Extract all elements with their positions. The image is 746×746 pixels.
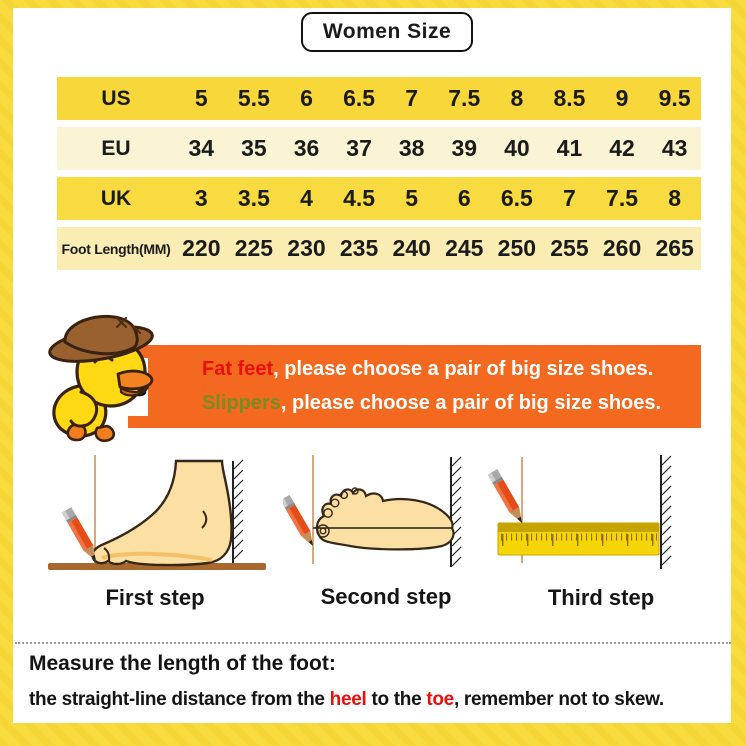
tip-line-fat-feet: Fat feet, please choose a pair of big si… (202, 352, 701, 386)
size-cell: 8.5 (553, 85, 586, 111)
foot-creases (103, 510, 208, 562)
tip-text: , please choose a pair of big size shoes… (273, 358, 654, 380)
row-label: US (101, 86, 131, 110)
size-cell: 3.5 (237, 185, 270, 211)
size-cell: 250 (497, 235, 537, 261)
size-cell: 6.5 (343, 85, 376, 111)
instruction-heading: Measure the length of the foot: (29, 652, 336, 675)
size-cell: 265 (655, 235, 694, 261)
size-cell: 230 (287, 235, 326, 261)
size-cell: 3 (194, 185, 208, 211)
size-cell: 5 (405, 185, 419, 211)
sole-shading (101, 551, 213, 562)
foot-outline-illustration (283, 455, 462, 567)
size-cell: 37 (346, 135, 372, 161)
size-cell: 41 (556, 135, 583, 161)
row-label: EU (101, 136, 131, 160)
size-cell: 34 (188, 135, 215, 161)
step-first: First step (30, 453, 280, 611)
title-badge: Women Size (301, 12, 473, 52)
step-caption: Third step (547, 585, 655, 610)
size-cell: 7.5 (606, 185, 639, 211)
size-cell: 4.5 (343, 185, 376, 211)
tip-highlight: Slippers (202, 392, 281, 414)
size-cell: 35 (241, 135, 267, 161)
size-cell: 9 (615, 85, 629, 111)
toe-highlight: toe (426, 689, 454, 710)
size-cell: 220 (182, 235, 221, 261)
size-table: US 5 5.5 6 6.5 7 7.5 8 8.5 9 9.5 EU 34 3… (57, 77, 701, 277)
tip-highlight: Fat feet (202, 358, 274, 380)
size-cell: 38 (398, 135, 425, 161)
ground-line (48, 563, 266, 570)
foot-side-measure-illustration (48, 455, 266, 570)
toe-scribbles (316, 487, 359, 538)
size-cell: 36 (293, 135, 320, 161)
size-cell: 5.5 (237, 85, 270, 111)
ruler-measure-illustration (487, 455, 672, 569)
size-row-uk: UK 3 3.5 4 4.5 5 6 6.5 7 7.5 8 (57, 177, 701, 220)
size-cell: 240 (392, 235, 431, 261)
instruction-detail: the straight-line distance from the heel… (29, 689, 733, 711)
size-row-eu: EU 34 35 36 37 38 39 40 41 42 43 (57, 127, 701, 170)
instruction-text: to the (366, 689, 427, 710)
measure-instructions: Measure the length of the foot: the stra… (29, 652, 733, 711)
size-cell: 42 (609, 135, 635, 161)
size-cell: 6 (457, 185, 471, 211)
step-second: Second step (283, 452, 489, 610)
size-cell: 245 (445, 235, 484, 261)
size-cell: 225 (234, 235, 274, 261)
row-label: UK (100, 186, 132, 210)
foot-side-shape (91, 459, 233, 567)
duck-mascot-icon (48, 314, 154, 442)
pencil-icon (487, 469, 527, 526)
size-cell: 4 (300, 185, 313, 211)
ruler-icon (497, 522, 660, 556)
wall-hatching (451, 456, 462, 567)
size-cell: 260 (602, 235, 642, 261)
size-row-us: US 5 5.5 6 6.5 7 7.5 8 8.5 9 9.5 (57, 77, 701, 120)
tip-text: , please choose a pair of big size shoes… (280, 392, 662, 414)
size-cell: 9.5 (658, 85, 691, 111)
size-cell: 235 (339, 235, 379, 261)
size-row-foot-length: Foot Length(MM) 220 225 230 235 240 245 … (57, 227, 701, 270)
step-third: Third step (475, 453, 727, 611)
size-cell: 8 (668, 185, 682, 211)
heel-highlight: heel (329, 689, 367, 710)
tips-callout: Fat feet, please choose a pair of big si… (128, 345, 701, 428)
size-cell: 40 (504, 135, 530, 161)
tip-line-slippers: Slippers, please choose a pair of big si… (202, 386, 701, 420)
instruction-text: , remember not to skew. (453, 689, 664, 710)
size-cell: 39 (451, 135, 478, 161)
wall-hatching (661, 455, 672, 566)
size-cell: 5 (194, 85, 208, 111)
step-caption: First step (105, 585, 205, 610)
size-cell: 43 (661, 135, 688, 161)
size-cell: 8 (510, 85, 524, 111)
wall-hatching (233, 459, 244, 560)
size-cell: 6 (300, 85, 313, 111)
size-cell: 7.5 (448, 85, 481, 111)
foot-outline-shape (315, 488, 455, 551)
size-cell: 6.5 (500, 185, 533, 211)
dotted-divider (15, 642, 731, 644)
row-label: Foot Length(MM) (61, 240, 171, 257)
step-caption: Second step (320, 584, 452, 609)
instruction-text: the straight-line distance from the (29, 689, 330, 710)
size-cell: 7 (405, 85, 419, 111)
size-cell: 7 (563, 185, 576, 211)
size-cell: 255 (550, 235, 589, 261)
